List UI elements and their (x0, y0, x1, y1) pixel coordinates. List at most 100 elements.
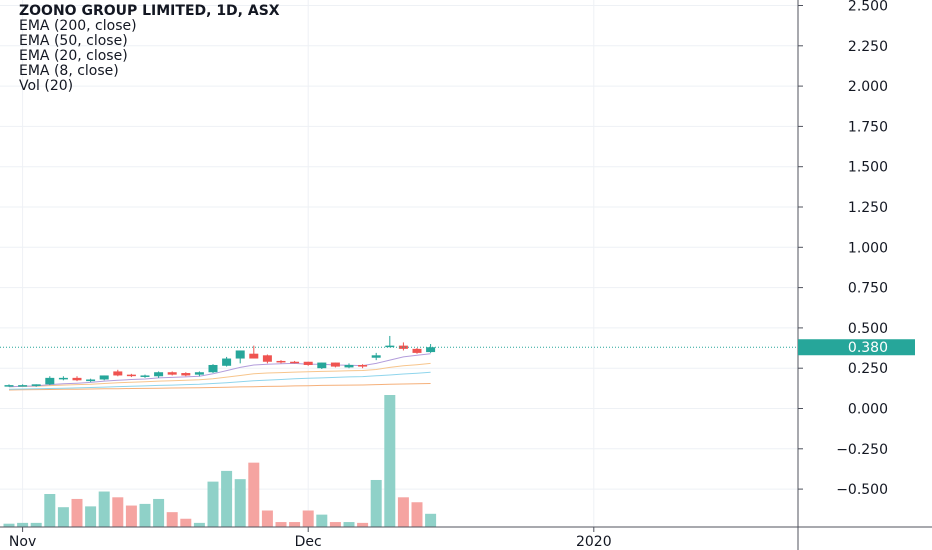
volume-bar (302, 510, 314, 527)
last-price-label: 0.380 (848, 340, 888, 356)
volume-bar (261, 510, 273, 527)
volume-bar (384, 395, 396, 527)
time-tick-label: Nov (9, 534, 36, 550)
candle (45, 376, 55, 386)
candle (194, 371, 204, 377)
candle (72, 376, 82, 382)
candle-body (358, 364, 368, 367)
ema-lines (8, 353, 431, 391)
candle (371, 352, 381, 361)
price-tick-label: 2.000 (848, 79, 888, 95)
time-tick-label: Dec (295, 534, 322, 550)
candle-body (18, 385, 28, 387)
candle (99, 375, 109, 381)
volume-bar (180, 518, 192, 527)
candle-body (140, 375, 150, 377)
candle (181, 372, 191, 377)
candle (86, 378, 96, 382)
candle (276, 360, 286, 364)
chart-grid (0, 0, 798, 527)
price-tick-label: 1.500 (848, 160, 888, 176)
price-tick-label: −0.250 (836, 442, 888, 458)
study-ema-8[interactable]: EMA (8, close) (19, 63, 119, 79)
candle-body (276, 360, 286, 363)
candle-body (194, 372, 204, 375)
price-tick-label: 0.750 (848, 281, 888, 297)
candle (290, 360, 300, 364)
candle-body (398, 345, 408, 349)
volume-bar (112, 497, 124, 527)
candle (385, 335, 395, 348)
time-tick-label: 2020 (576, 534, 612, 550)
candle-body (303, 361, 313, 365)
candle-body (45, 377, 55, 385)
volume-bar (329, 522, 341, 527)
volume-bar (289, 522, 301, 527)
candle-body (235, 350, 245, 359)
study-ema-50[interactable]: EMA (50, close) (19, 33, 128, 49)
candle (113, 369, 123, 377)
candle (31, 384, 41, 387)
candle-body (31, 384, 41, 386)
volume-bar (234, 479, 246, 527)
candle-body (371, 355, 381, 358)
candle (4, 384, 14, 387)
candle (426, 344, 436, 353)
candle (262, 354, 272, 364)
volume-bar (3, 523, 15, 527)
candlestick-series (4, 335, 436, 387)
volume-bar (316, 514, 328, 527)
volume-bar (44, 494, 56, 527)
candle-body (181, 373, 191, 376)
study-ema-200[interactable]: EMA (200, close) (19, 18, 137, 34)
volume-bar (57, 507, 69, 527)
ema-20-line (8, 362, 431, 388)
volume-bar (343, 522, 355, 527)
candle (344, 363, 354, 369)
volume-bar (207, 481, 219, 527)
ema-200-line (8, 383, 431, 391)
candle-body (249, 353, 259, 359)
last-price-badge-bg (798, 339, 915, 356)
volume-bar (166, 512, 178, 527)
candle (18, 384, 28, 387)
candle (358, 364, 368, 369)
volume-bar (85, 506, 97, 527)
volume-bar (17, 522, 29, 527)
candle (126, 373, 136, 378)
volume-bar (193, 522, 205, 527)
candle-body (154, 372, 164, 377)
volume-bar (30, 522, 42, 527)
candle-body (167, 372, 177, 375)
price-tick-label: 2.500 (848, 0, 888, 15)
candle (317, 362, 327, 370)
study-volume[interactable]: Vol (20) (19, 78, 74, 94)
price-tick-label: −0.500 (836, 482, 888, 498)
candle-body (99, 375, 109, 380)
candle-body (126, 374, 136, 377)
price-tick-label: 0.500 (848, 321, 888, 337)
volume-bar (275, 522, 287, 527)
candle-body (330, 362, 340, 367)
price-axis[interactable]: 2.500 2.250 2.000 1.750 1.500 1.250 1.000 0.750… (798, 0, 888, 498)
candle-body (426, 347, 436, 353)
candle (398, 342, 408, 351)
candle-body (412, 348, 422, 353)
candle (412, 348, 422, 354)
candle-body (113, 371, 123, 376)
candle-body (4, 385, 14, 387)
candle-body (58, 377, 68, 380)
time-axis[interactable]: Nov Dec 2020 (9, 527, 612, 550)
candle-body (317, 362, 327, 369)
volume-bar (397, 497, 409, 527)
symbol-title[interactable]: ZOONO GROUP LIMITED, 1D, ASX (19, 3, 280, 19)
candle (154, 371, 164, 378)
price-tick-label: 0.000 (848, 402, 888, 418)
candle (167, 371, 177, 376)
volume-bar (139, 503, 151, 527)
price-tick-label: 1.000 (848, 240, 888, 256)
candle-body (72, 377, 82, 381)
volume-bar (153, 498, 165, 527)
study-ema-20[interactable]: EMA (20, close) (19, 48, 128, 64)
